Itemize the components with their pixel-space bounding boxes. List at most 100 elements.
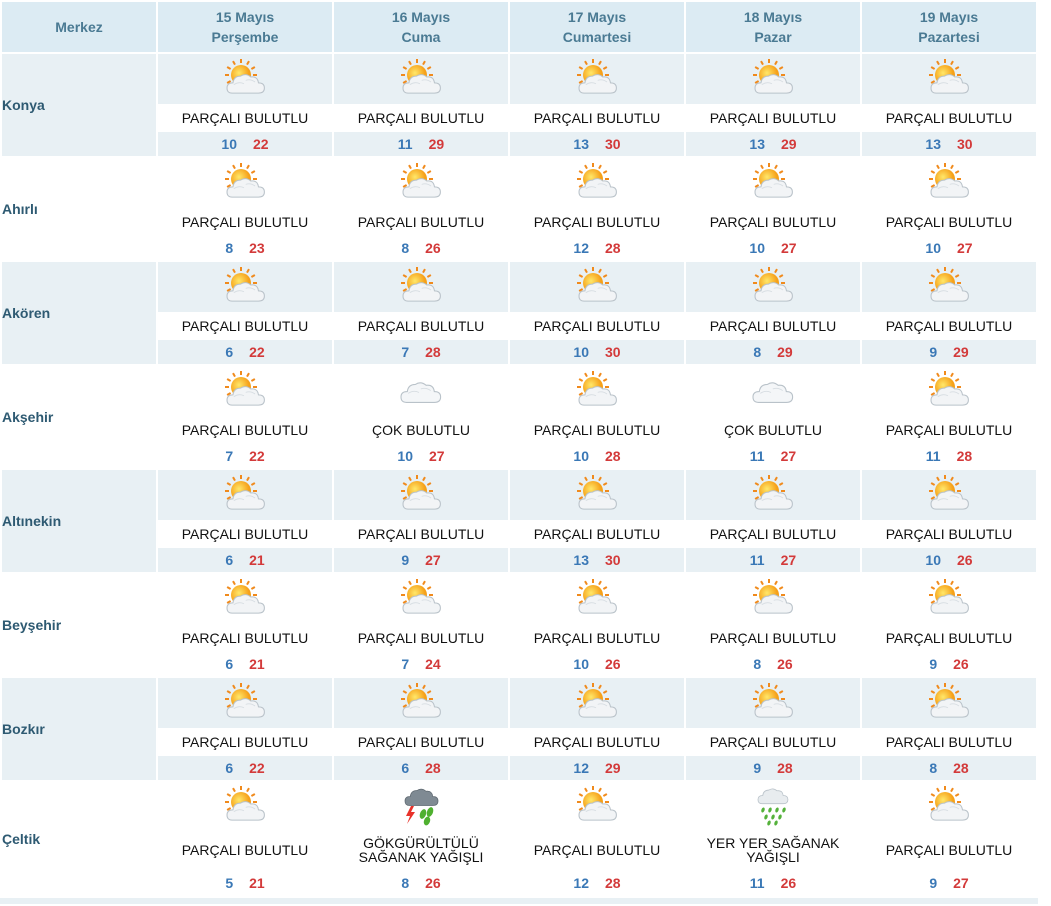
- header-date: 15 Mayıs: [215, 9, 275, 25]
- temperature-range: 8 23: [158, 236, 332, 260]
- forecast-cell: PARÇALI BULUTLU 10 27: [862, 158, 1036, 260]
- min-temp: 9: [929, 875, 938, 891]
- partly-cloudy-icon: [927, 163, 971, 203]
- icon-area: [510, 54, 684, 104]
- min-temp: 10: [221, 136, 237, 152]
- min-temp: 11: [749, 552, 765, 568]
- max-temp: 21: [249, 552, 265, 568]
- weather-description: PARÇALI BULUTLU: [334, 624, 508, 652]
- partly-cloudy-icon: [575, 371, 619, 411]
- forecast-cell: PARÇALI BULUTLU 10 30: [510, 262, 684, 364]
- forecast-cell: PARÇALI BULUTLU 7 28: [334, 262, 508, 364]
- partly-cloudy-icon: [399, 683, 443, 723]
- icon-area: [334, 574, 508, 624]
- temperature-range: 11 27: [686, 444, 860, 468]
- min-temp: 11: [749, 448, 765, 464]
- weather-description: PARÇALI BULUTLU: [158, 624, 332, 652]
- min-temp: 8: [401, 875, 410, 891]
- max-temp: 26: [957, 552, 973, 568]
- max-temp: 28: [605, 875, 621, 891]
- weather-description: PARÇALI BULUTLU: [510, 728, 684, 756]
- partly-cloudy-icon: [575, 683, 619, 723]
- forecast-cell: PARÇALI BULUTLU 9 26: [862, 574, 1036, 676]
- city-row: Konya PARÇALI BULUTLU 10 22 PARÇALI BULU…: [2, 54, 1036, 156]
- icon-area: [686, 678, 860, 728]
- icon-area: [158, 366, 332, 416]
- min-temp: 10: [573, 656, 589, 672]
- header-day-1: 15 Mayıs Perşembe: [158, 2, 332, 52]
- forecast-cell: PARÇALI BULUTLU 7 24: [334, 574, 508, 676]
- partly-cloudy-icon: [399, 475, 443, 515]
- icon-area: [334, 470, 508, 520]
- weather-description: PARÇALI BULUTLU: [862, 624, 1036, 652]
- forecast-cell: PARÇALI BULUTLU 8 28: [862, 678, 1036, 780]
- icon-area: [510, 262, 684, 312]
- icon-area: [862, 678, 1036, 728]
- max-temp: 27: [780, 552, 797, 568]
- forecast-cell: PARÇALI BULUTLU 8 23: [158, 158, 332, 260]
- forecast-cell: PARÇALI BULUTLU 9 27: [334, 470, 508, 572]
- max-temp: 26: [780, 875, 797, 891]
- header-day-2: 16 Mayıs Cuma: [334, 2, 508, 52]
- city-row: Altınekin PARÇALI BULUTLU 6 21 PARÇALI B…: [2, 470, 1036, 572]
- forecast-cell: ÇOK BULUTLU 11 27: [686, 366, 860, 468]
- max-temp: 22: [249, 448, 265, 464]
- icon-area: [862, 366, 1036, 416]
- temperature-range: 10 22: [158, 132, 332, 156]
- min-temp: 6: [225, 760, 234, 776]
- forecast-cell: PARÇALI BULUTLU 10 28: [510, 366, 684, 468]
- partly-cloudy-icon: [751, 59, 795, 99]
- temperature-range: 8 26: [334, 236, 508, 260]
- weather-description: PARÇALI BULUTLU: [686, 624, 860, 652]
- weather-description: PARÇALI BULUTLU: [862, 312, 1036, 340]
- forecast-cell: PARÇALI BULUTLU 11 29: [334, 54, 508, 156]
- min-temp: 6: [401, 760, 410, 776]
- icon-area: [686, 574, 860, 624]
- weather-description: PARÇALI BULUTLU: [334, 208, 508, 236]
- icon-area: [510, 678, 684, 728]
- min-temp: 13: [749, 136, 765, 152]
- city-name: Akören: [2, 262, 156, 364]
- temperature-range: 9 26: [862, 652, 1036, 676]
- max-temp: 27: [780, 448, 797, 464]
- min-temp: 10: [573, 448, 589, 464]
- city-name: Konya: [2, 54, 156, 156]
- max-temp: 26: [425, 240, 441, 256]
- forecast-cell: PARÇALI BULUTLU 7 22: [158, 366, 332, 468]
- partly-cloudy-icon: [575, 163, 619, 203]
- temperature-range: 11 26: [686, 870, 860, 896]
- min-temp: 8: [401, 240, 410, 256]
- max-temp: 29: [781, 136, 797, 152]
- min-temp: 9: [401, 552, 410, 568]
- min-temp: 9: [929, 344, 938, 360]
- forecast-cell: PARÇALI BULUTLU 10 27: [686, 158, 860, 260]
- temperature-range: 9 28: [686, 756, 860, 780]
- temperature-range: 12 29: [510, 756, 684, 780]
- min-temp: 12: [573, 875, 589, 891]
- max-temp: 27: [429, 448, 445, 464]
- max-temp: 27: [425, 552, 441, 568]
- city-name: Beyşehir: [2, 574, 156, 676]
- cloudy-icon: [751, 371, 795, 411]
- icon-area: [334, 366, 508, 416]
- weather-description: PARÇALI BULUTLU: [158, 104, 332, 132]
- weather-description: PARÇALI BULUTLU: [510, 312, 684, 340]
- partly-cloudy-icon: [223, 683, 267, 723]
- icon-area: [862, 574, 1036, 624]
- weather-description: PARÇALI BULUTLU: [158, 312, 332, 340]
- max-temp: 29: [777, 344, 793, 360]
- weather-description: ÇOK BULUTLU: [686, 416, 860, 444]
- icon-area: [686, 262, 860, 312]
- header-weekday: Pazartesi: [918, 29, 980, 45]
- min-temp: 9: [929, 656, 938, 672]
- weather-description: PARÇALI BULUTLU: [510, 520, 684, 548]
- partly-cloudy-icon: [751, 267, 795, 307]
- min-temp: 13: [573, 552, 589, 568]
- header-day-4: 18 Mayıs Pazar: [686, 2, 860, 52]
- max-temp: 30: [605, 136, 621, 152]
- forecast-cell: PARÇALI BULUTLU 10 26: [510, 574, 684, 676]
- weather-description: PARÇALI BULUTLU: [862, 520, 1036, 548]
- icon-area: [158, 574, 332, 624]
- temperature-range: 13 29: [686, 132, 860, 156]
- weather-description: PARÇALI BULUTLU: [334, 520, 508, 548]
